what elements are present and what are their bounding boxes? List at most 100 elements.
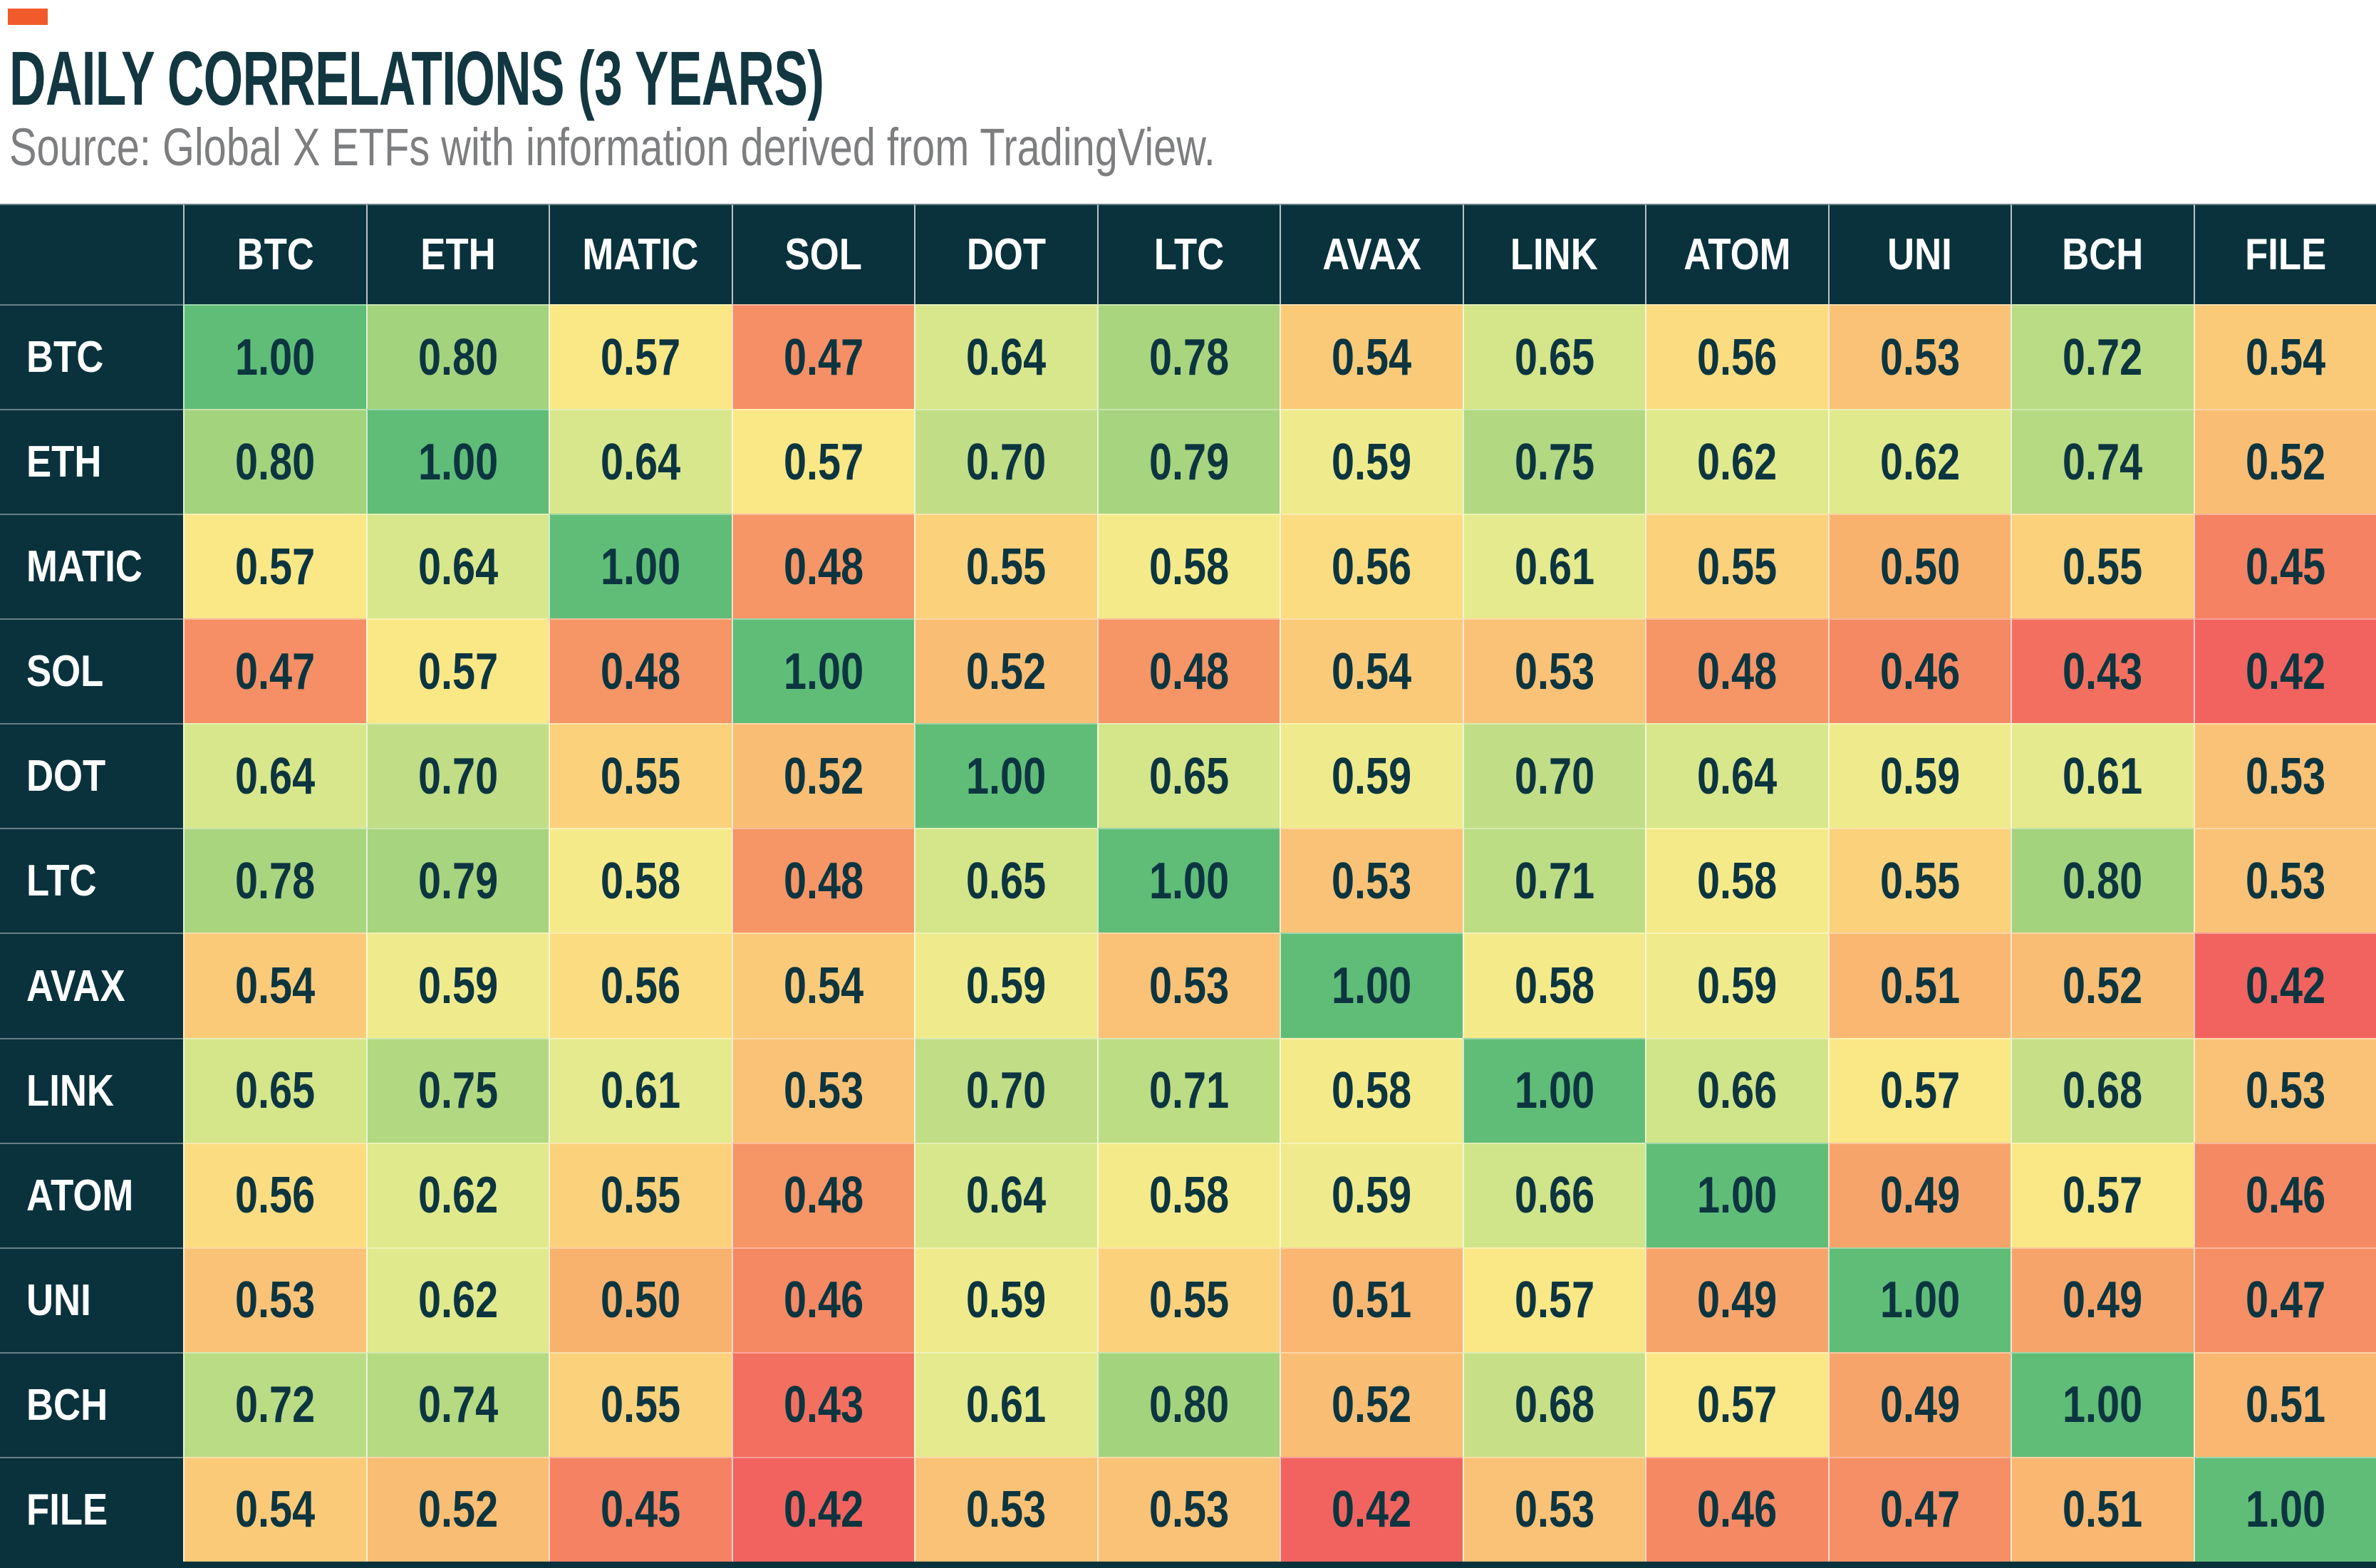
column-header-label: BCH <box>2062 230 2144 279</box>
cell-value: 0.64 <box>966 328 1047 386</box>
cell-value: 0.52 <box>966 643 1047 700</box>
cell-eth-uni: 0.62 <box>1827 409 2011 514</box>
cell-value: 0.49 <box>1879 1376 1960 1434</box>
cell-value: 0.53 <box>2245 852 2325 910</box>
cell-matic-uni: 0.50 <box>1827 514 2011 619</box>
cell-value: 0.57 <box>235 538 316 596</box>
row-header-label: SOL <box>26 647 104 697</box>
row-header-bch: BCH <box>0 1351 183 1457</box>
cell-value: 0.46 <box>1879 643 1960 700</box>
cell-value: 0.58 <box>1148 1167 1229 1225</box>
cell-matic-dot: 0.55 <box>914 514 1097 619</box>
cell-value: 0.52 <box>2063 957 2143 1015</box>
cell-value: 0.59 <box>1879 747 1960 805</box>
cell-value: 0.68 <box>1514 1376 1594 1434</box>
cell-value: 0.64 <box>417 538 498 596</box>
cell-atom-sol: 0.48 <box>731 1142 914 1247</box>
cell-value: 0.48 <box>783 538 863 596</box>
cell-value: 0.64 <box>601 433 681 491</box>
cell-link-uni: 0.57 <box>1827 1037 2011 1143</box>
cell-dot-atom: 0.64 <box>1645 723 1828 829</box>
cell-value: 0.56 <box>1332 538 1412 596</box>
column-header-label: FILE <box>2244 230 2326 279</box>
cell-value: 0.53 <box>2245 747 2325 805</box>
column-header-atom: ATOM <box>1645 204 1828 304</box>
cell-value: 0.55 <box>601 747 681 805</box>
cell-uni-sol: 0.46 <box>731 1247 914 1352</box>
cell-ltc-file: 0.53 <box>2193 828 2376 933</box>
cell-sol-eth: 0.57 <box>365 618 549 724</box>
column-header-avax: AVAX <box>1280 204 1463 304</box>
cell-bch-ltc: 0.80 <box>1096 1351 1280 1457</box>
cell-value: 0.47 <box>235 643 316 700</box>
cell-value: 0.59 <box>966 957 1047 1015</box>
cell-btc-sol: 0.47 <box>731 304 914 410</box>
cell-atom-link: 0.66 <box>1462 1142 1645 1247</box>
column-header-label: LTC <box>1153 230 1225 279</box>
cell-value: 1.00 <box>1332 957 1412 1015</box>
cell-value: 0.59 <box>1332 433 1412 491</box>
cell-value: 0.53 <box>235 1272 316 1329</box>
cell-link-avax: 0.58 <box>1280 1037 1463 1143</box>
cell-eth-ltc: 0.79 <box>1096 409 1280 514</box>
cell-sol-btc: 0.47 <box>183 618 366 724</box>
cell-value: 0.47 <box>783 328 863 386</box>
cell-sol-ltc: 0.48 <box>1096 618 1280 724</box>
cell-value: 0.59 <box>1332 747 1412 805</box>
cell-value: 1.00 <box>1879 1272 1960 1329</box>
cell-value: 0.78 <box>1148 328 1229 386</box>
cell-sol-avax: 0.54 <box>1280 618 1463 724</box>
cell-eth-avax: 0.59 <box>1280 409 1463 514</box>
cell-value: 0.65 <box>1148 747 1229 805</box>
cell-value: 0.42 <box>2245 643 2325 700</box>
cell-value: 0.57 <box>1697 1376 1778 1434</box>
cell-file-ltc: 0.53 <box>1096 1456 1280 1562</box>
cell-matic-ltc: 0.58 <box>1096 514 1280 619</box>
column-header-label: MATIC <box>582 230 699 279</box>
row-header-uni: UNI <box>0 1247 183 1352</box>
cell-value: 0.56 <box>1697 328 1778 386</box>
cell-bch-btc: 0.72 <box>183 1351 366 1457</box>
cell-value: 0.55 <box>966 538 1047 596</box>
source-note: Source: Global X ETFs with information d… <box>9 121 1555 174</box>
cell-btc-bch: 0.72 <box>2011 304 2194 410</box>
cell-value: 0.68 <box>2063 1062 2143 1120</box>
cell-matic-bch: 0.55 <box>2011 514 2194 619</box>
cell-value: 0.45 <box>601 1481 681 1539</box>
cell-value: 0.64 <box>966 1167 1047 1225</box>
cell-link-dot: 0.70 <box>914 1037 1097 1143</box>
cell-value: 0.52 <box>417 1481 498 1539</box>
cell-value: 0.53 <box>2245 1062 2325 1120</box>
cell-value: 0.71 <box>1148 1062 1229 1120</box>
cell-value: 0.79 <box>1148 433 1229 491</box>
cell-atom-btc: 0.56 <box>183 1142 366 1247</box>
cell-value: 0.55 <box>1148 1272 1229 1329</box>
cell-value: 0.42 <box>1332 1481 1412 1539</box>
cell-value: 0.65 <box>235 1062 316 1120</box>
cell-avax-file: 0.42 <box>2193 933 2376 1038</box>
cell-value: 0.59 <box>1697 957 1778 1015</box>
cell-uni-file: 0.47 <box>2193 1247 2376 1352</box>
column-header-bch: BCH <box>2011 204 2194 304</box>
cell-link-atom: 0.66 <box>1645 1037 1828 1143</box>
cell-matic-matic: 1.00 <box>549 514 732 619</box>
cell-value: 0.66 <box>1514 1167 1594 1225</box>
cell-avax-uni: 0.51 <box>1827 933 2011 1038</box>
cell-bch-bch: 1.00 <box>2011 1351 2194 1457</box>
column-header-label: UNI <box>1887 230 1953 279</box>
row-header-atom: ATOM <box>0 1142 183 1247</box>
correlation-matrix: BTC ETH MATIC SOL DOT LTC AVAX LINK ATOM UNI BCH FI… <box>0 204 2376 1568</box>
cell-value: 0.75 <box>1514 433 1594 491</box>
cell-dot-dot: 1.00 <box>914 723 1097 829</box>
column-header-ltc: LTC <box>1096 204 1280 304</box>
cell-value: 0.55 <box>1697 538 1778 596</box>
column-header-label: SOL <box>784 230 862 279</box>
cell-value: 0.52 <box>2245 433 2325 491</box>
cell-bch-uni: 0.49 <box>1827 1351 2011 1457</box>
cell-value: 0.55 <box>2063 538 2143 596</box>
cell-value: 0.53 <box>1514 643 1594 700</box>
column-header-btc: BTC <box>183 204 366 304</box>
cell-value: 0.58 <box>1332 1062 1412 1120</box>
cell-value: 0.52 <box>783 747 863 805</box>
row-header-btc: BTC <box>0 304 183 410</box>
